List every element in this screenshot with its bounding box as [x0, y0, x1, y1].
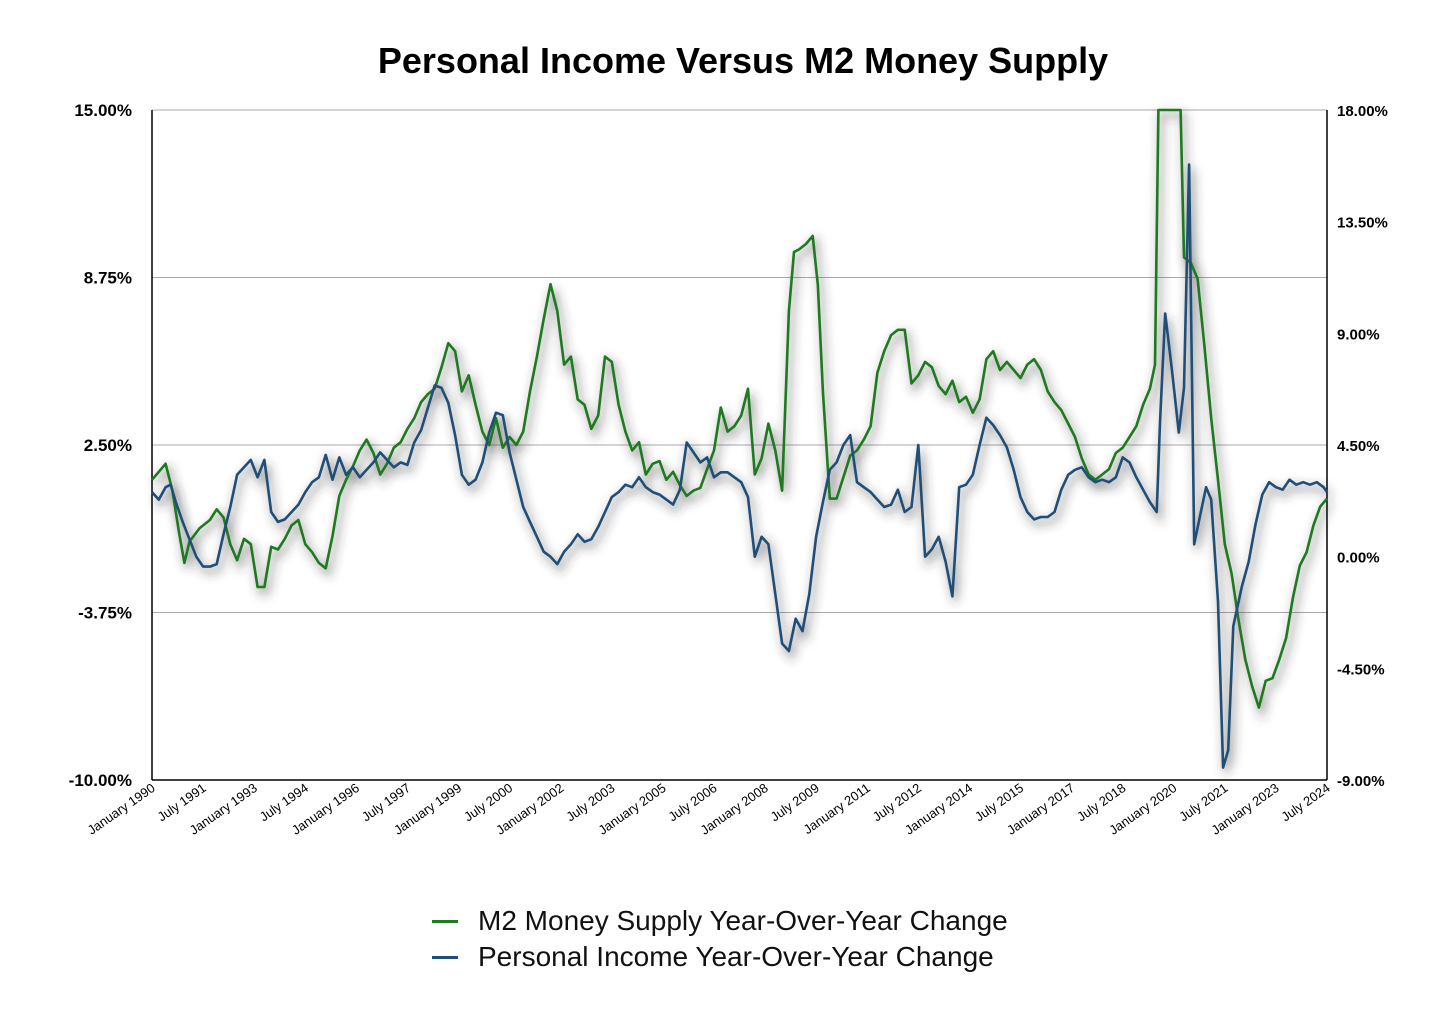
y-right-tick-label: 9.00% [1337, 326, 1380, 343]
y-right-tick-label: 4.50% [1337, 438, 1380, 455]
chart-title: Personal Income Versus M2 Money Supply [377, 40, 1109, 81]
legend: M2 Money Supply Year-Over-Year Change Pe… [432, 903, 1008, 975]
y-left-tick-label: 8.75% [84, 269, 132, 288]
axes [151, 110, 1328, 781]
y-right-tick-label: 0.00% [1337, 550, 1380, 567]
y-left-tick-label: -10.00% [69, 771, 132, 790]
series-line-personal-income [151, 163, 1329, 769]
legend-swatch-m2 [432, 919, 458, 923]
legend-swatch-personal-income [432, 955, 458, 959]
series-shadows [153, 112, 1333, 774]
y-right-tick-label: -4.50% [1337, 661, 1385, 678]
y-left-tick-label: 2.50% [84, 436, 132, 455]
legend-item-m2: M2 Money Supply Year-Over-Year Change [432, 903, 1008, 939]
y-right-tick-label: 18.00% [1337, 103, 1388, 120]
legend-label-m2: M2 Money Supply Year-Over-Year Change [478, 905, 1008, 936]
y-right-tick-label: 13.50% [1337, 215, 1388, 232]
legend-item-personal-income: Personal Income Year-Over-Year Change [432, 939, 1008, 975]
y-left-tick-labels: 15.00% 8.75% 2.50% -3.75% -10.00% [69, 101, 132, 790]
y-left-tick-label: -3.75% [78, 604, 132, 623]
y-right-tick-label: -9.00% [1337, 773, 1385, 790]
series-lines [151, 108, 1329, 769]
y-left-tick-label: 15.00% [74, 101, 132, 120]
legend-label-personal-income: Personal Income Year-Over-Year Change [478, 941, 994, 972]
y-right-tick-labels: 18.00% 13.50% 9.00% 4.50% 0.00% -4.50% -9.00% [1337, 103, 1388, 790]
series-line-m2 [151, 108, 1328, 709]
grid-lines [152, 109, 1327, 613]
x-tick-label: July 2024 [1279, 780, 1333, 824]
